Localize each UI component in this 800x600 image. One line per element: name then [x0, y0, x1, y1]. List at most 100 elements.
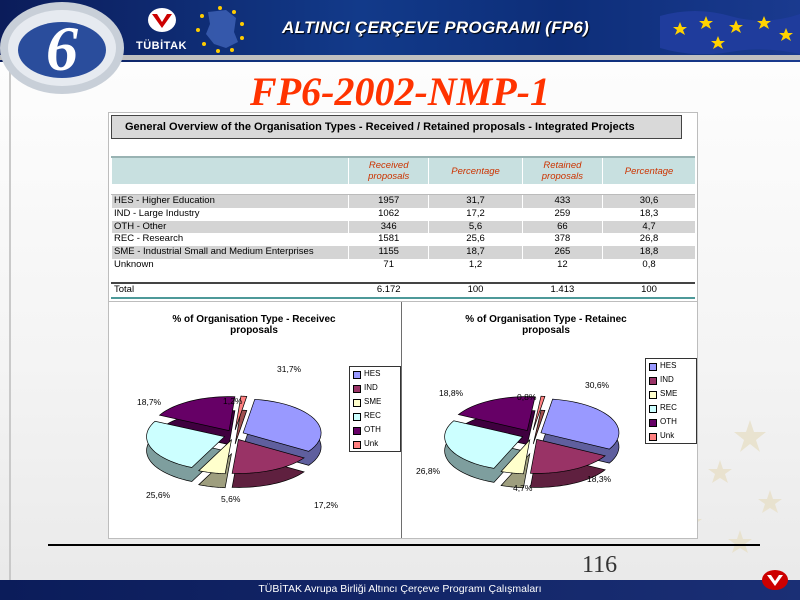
retained-slice-unk-side [532, 409, 546, 445]
charts-panel: % of Organisation Type - Receivec propos… [108, 301, 698, 539]
table-row: IND - Large Industry 1062 17,2 259 18,3 [111, 207, 695, 221]
retained-header-line1: Retained [543, 160, 582, 171]
retained-slice-rec [444, 420, 524, 469]
received-legend-label-sme: SME [364, 397, 382, 406]
received-label-ind: 17,2% [314, 500, 339, 510]
received-chart-legend: HES IND SME REC OTH Unk [349, 366, 401, 452]
retained-label-sme: 4,7% [513, 483, 533, 493]
retained-legend-item-oth: OTH [646, 415, 696, 429]
row-received: 1155 [347, 246, 429, 259]
row-type: REC - Research [111, 233, 349, 247]
row-type: HES - Higher Education [111, 194, 349, 208]
table-row: HES - Higher Education 1957 31,7 433 30,… [111, 194, 695, 208]
retained-legend-item-ind: IND [646, 373, 696, 387]
retained-header-line2: proposals [541, 171, 583, 182]
row-pct-received: 25,6 [428, 233, 523, 247]
table-row: REC - Research 1581 25,6 378 26,8 [111, 233, 695, 247]
table-header-retained: Retained proposals [521, 156, 603, 184]
received-slice-unk [234, 395, 248, 431]
footer-rule [48, 544, 760, 546]
tubitak-footer-logo-icon [762, 570, 788, 590]
total-pct-retained: 100 [602, 281, 695, 299]
row-pct-retained: 18,8 [602, 246, 695, 259]
retained-legend-swatch-hes [649, 363, 657, 371]
row-received: 346 [347, 220, 429, 234]
table-spacer-row [111, 271, 695, 284]
total-pct-received: 100 [428, 281, 523, 299]
header-title: ALTINCI ÇERÇEVE PROGRAMI (FP6) [282, 18, 590, 37]
row-pct-received: 1,2 [428, 258, 523, 272]
received-legend-label-oth: OTH [364, 425, 381, 434]
retained-legend-label-hes: HES [660, 361, 677, 370]
received-legend-swatch-sme [353, 399, 361, 407]
received-chart-title-line2: proposals [230, 325, 278, 336]
retained-legend-label-unk: Unk [660, 431, 675, 440]
received-legend-swatch-hes [353, 371, 361, 379]
received-chart-title-line1: % of Organisation Type - Receivec [172, 314, 336, 325]
retained-pie-chart [444, 395, 620, 489]
row-pct-retained: 4,7 [602, 220, 695, 234]
retained-label-oth: 18,8% [439, 388, 464, 398]
retained-legend-item-hes: HES [646, 359, 696, 373]
retained-label-unk: 0,8% [517, 392, 537, 402]
table-row: OTH - Other 346 5,6 66 4,7 [111, 220, 695, 234]
received-label-oth: 18,7% [137, 397, 162, 407]
row-received: 1062 [347, 207, 429, 221]
retained-legend-swatch-rec [649, 405, 657, 413]
page-number: 116 [582, 552, 618, 578]
total-label: Total [111, 281, 349, 299]
table-caption: General Overview of the Organisation Typ… [111, 115, 682, 139]
retained-legend-item-rec: REC [646, 401, 696, 415]
retained-chart-title: % of Organisation Type - Retainec propos… [441, 314, 651, 336]
table-header-received: Received proposals [347, 156, 429, 184]
row-received: 71 [347, 258, 429, 272]
row-type: SME - Industrial Small and Medium Enterp… [111, 246, 349, 259]
table-header-percentage-received: Percentage [428, 156, 523, 184]
received-header-line2: proposals [368, 171, 410, 182]
row-type: Unknown [111, 258, 349, 272]
row-retained: 378 [521, 233, 603, 247]
retained-slice-hes [540, 398, 620, 450]
left-rule [9, 40, 11, 580]
table-row: SME - Industrial Small and Medium Enterp… [111, 246, 695, 259]
row-pct-received: 5,6 [428, 220, 523, 234]
received-legend-swatch-rec [353, 413, 361, 421]
row-received: 1957 [347, 194, 429, 208]
retained-legend-swatch-unk [649, 433, 657, 441]
row-pct-retained: 0,8 [602, 258, 695, 272]
tubitak-logo-icon [148, 8, 176, 32]
retained-slice-sme [500, 438, 531, 475]
retained-label-hes: 30,6% [585, 380, 610, 390]
overview-table: Received proposals Percentage Retained pro… [111, 156, 695, 299]
table-header-percentage-retained: Percentage [602, 156, 695, 184]
row-pct-retained: 26,8 [602, 233, 695, 247]
received-label-rec: 25,6% [146, 490, 171, 500]
table-row: Unknown 71 1,2 12 0,8 [111, 258, 695, 272]
row-pct-received: 31,7 [428, 194, 523, 208]
received-legend-item-ind: IND [350, 381, 400, 395]
row-pct-retained: 18,3 [602, 207, 695, 221]
received-legend-label-rec: REC [364, 411, 381, 420]
received-legend-item-hes: HES [350, 367, 400, 381]
received-legend-item-rec: REC [350, 409, 400, 423]
retained-chart-title-line1: % of Organisation Type - Retainec [465, 314, 627, 325]
tubitak-logo-text: TÜBİTAK [136, 40, 187, 52]
table-header-type [111, 156, 349, 184]
retained-legend-swatch-ind [649, 377, 657, 385]
received-chart-title: % of Organisation Type - Receivec propos… [149, 314, 359, 336]
row-retained: 66 [521, 220, 603, 234]
received-legend-label-unk: Unk [364, 439, 379, 448]
footer-bar [0, 580, 800, 600]
received-slice-oth [158, 396, 236, 432]
received-slice-sme [198, 438, 233, 475]
row-retained: 433 [521, 194, 603, 208]
table-total-row: Total 6.172 100 1.413 100 [111, 281, 695, 299]
received-legend-item-unk: Unk [350, 437, 400, 451]
slide-title: FP6-2002-NMP-1 [250, 69, 550, 114]
retained-label-rec: 26,8% [416, 466, 441, 476]
received-legend-swatch-ind [353, 385, 361, 393]
retained-legend-label-ind: IND [660, 375, 674, 384]
table-header-row: Received proposals Percentage Retained pro… [111, 156, 695, 184]
retained-chart-legend: HES IND SME REC OTH Unk [645, 358, 697, 444]
received-slice-hes [242, 398, 322, 452]
